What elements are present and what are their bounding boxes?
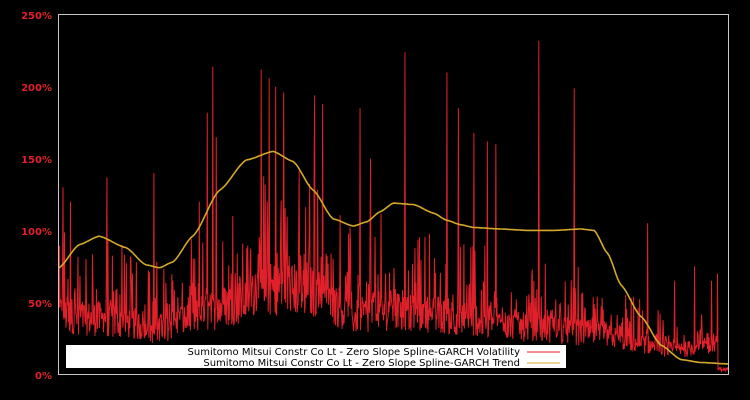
trend-line [58, 150, 728, 365]
legend-box [66, 345, 566, 368]
y-tick-label: 100% [21, 227, 52, 238]
y-tick-label: 150% [21, 155, 52, 166]
legend: Sumitomo Mitsui Constr Co Lt - Zero Slop… [66, 345, 566, 369]
legend-label-trend: Sumitomo Mitsui Constr Co Lt - Zero Slop… [203, 358, 520, 369]
y-tick-label: 50% [28, 299, 52, 310]
y-tick-label: 0% [35, 371, 52, 382]
plot-frame [58, 14, 729, 375]
volatility-line [58, 40, 729, 373]
y-tick-label: 200% [21, 83, 52, 94]
legend-label-volatility: Sumitomo Mitsui Constr Co Lt - Zero Slop… [188, 347, 521, 358]
y-axis-ticks: 250% 200% 150% 100% 50% 0% [21, 11, 52, 382]
y-tick-label: 250% [21, 11, 52, 22]
volatility-series [58, 40, 729, 373]
